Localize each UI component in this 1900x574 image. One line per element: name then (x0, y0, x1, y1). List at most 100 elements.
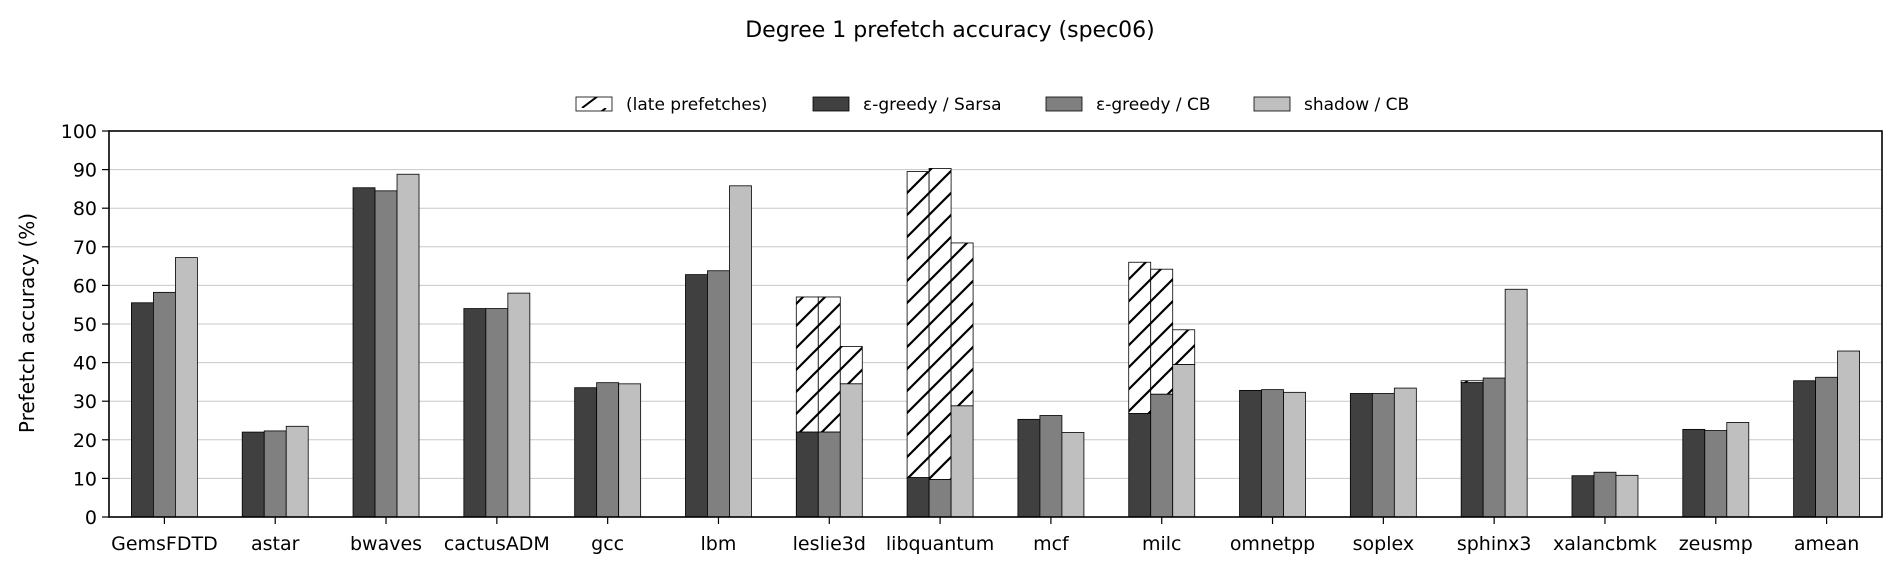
bar (153, 291, 176, 518)
bar (1349, 393, 1373, 518)
x-tick-label: libquantum (886, 533, 994, 555)
bar-late-prefetch (839, 345, 863, 385)
bar (1150, 393, 1174, 518)
bar (685, 274, 708, 518)
bar (463, 308, 487, 518)
x-tick-label: sphinx3 (1457, 533, 1532, 555)
bar (574, 387, 598, 518)
y-axis-label: Prefetch accuracy (%) (15, 213, 39, 433)
bar (1837, 350, 1860, 518)
bar-late-prefetch (817, 296, 841, 433)
x-tick-label: cactusADM (444, 533, 550, 555)
bar (1061, 432, 1085, 518)
y-tick-label: 20 (73, 430, 97, 452)
x-tick-label: astar (251, 533, 300, 555)
bar (1504, 288, 1528, 518)
bar-late-prefetch (1150, 268, 1174, 395)
bar-late-prefetch (1128, 261, 1152, 414)
bar (175, 257, 198, 518)
bar (374, 190, 398, 518)
y-tick-label: 50 (73, 314, 97, 336)
bar (928, 479, 952, 518)
legend-label-egreedy-cb: ε-greedy / CB (1096, 95, 1211, 115)
bar (618, 383, 642, 518)
x-tick-label: leslie3d (793, 533, 866, 555)
bar (1682, 428, 1706, 518)
x-tick-label: lbm (701, 533, 737, 555)
x-tick-label: mcf (1033, 533, 1070, 555)
bar (795, 431, 819, 518)
y-tick-label: 60 (73, 275, 97, 297)
y-tick-label: 80 (73, 198, 97, 220)
x-tick-label: bwaves (350, 533, 422, 555)
bar (1793, 380, 1816, 518)
bar (839, 383, 863, 518)
chart-title: Degree 1 prefetch accuracy (spec06) (745, 18, 1155, 43)
bar (396, 173, 420, 518)
legend-swatch-shadow-cb (1253, 96, 1291, 112)
bar (906, 477, 930, 518)
bar (707, 270, 730, 518)
y-tick-label: 100 (61, 121, 97, 143)
bar (1261, 389, 1284, 518)
x-tick-label: milc (1142, 533, 1182, 555)
x-tick-label: gcc (591, 533, 624, 555)
y-tick-label: 70 (73, 237, 97, 259)
bar (263, 430, 287, 518)
x-tick-label: omnetpp (1230, 533, 1315, 555)
legend-label-shadow-cb: shadow / CB (1304, 95, 1409, 115)
x-tick-label: GemsFDTD (111, 533, 218, 555)
y-tick-label: 40 (73, 353, 97, 375)
x-tick-label: soplex (1353, 533, 1414, 555)
bar-late-prefetch (950, 242, 974, 407)
bar (1704, 430, 1728, 518)
y-tick-label: 30 (73, 391, 97, 413)
bar (1371, 393, 1395, 518)
bar (485, 308, 509, 518)
y-tick-label: 90 (73, 160, 97, 182)
axes: 0 10 20 30 40 50 60 70 80 90 100 GemsFDTD astar bwave… (61, 121, 1883, 555)
bar (1726, 422, 1750, 518)
legend-swatch-egreedy-cb (1045, 96, 1083, 112)
bar (596, 382, 620, 518)
bar (241, 431, 265, 518)
bar (1128, 413, 1152, 518)
bar (1017, 418, 1041, 518)
legend-label-sarsa: ε-greedy / Sarsa (863, 95, 1002, 115)
bar-late-prefetch (795, 296, 819, 433)
bar-late-prefetch (928, 168, 952, 480)
bar (950, 405, 974, 518)
legend: (late prefetches) ε-greedy / Sarsa ε-gre… (575, 95, 1409, 115)
x-tick-label: xalancbmk (1553, 533, 1657, 555)
legend-swatch-sarsa (812, 96, 850, 112)
bar (352, 187, 376, 518)
bar (1482, 377, 1506, 518)
bar (817, 431, 841, 518)
bar (1571, 475, 1595, 518)
legend-swatch-late (575, 96, 613, 112)
bar (1239, 389, 1262, 518)
bar (1593, 471, 1617, 518)
bar (1283, 391, 1306, 518)
bar (1393, 387, 1417, 518)
legend-label-late: (late prefetches) (626, 95, 767, 115)
y-tick-label: 10 (73, 468, 97, 490)
bar (1039, 415, 1063, 518)
bar (1172, 364, 1196, 518)
bar-late-prefetch (906, 171, 930, 479)
x-tick-label: amean (1794, 533, 1860, 555)
bar (131, 302, 154, 518)
bar (1815, 376, 1838, 518)
bar (285, 425, 309, 518)
bar-late-prefetch (1172, 329, 1196, 365)
y-tick-label: 0 (85, 507, 97, 529)
plot-frame (108, 130, 1883, 518)
bars (131, 168, 1860, 518)
x-tick-label: zeusmp (1679, 533, 1753, 555)
bar (507, 292, 531, 518)
bar (1460, 382, 1484, 518)
bar (1615, 474, 1639, 518)
bar (729, 185, 752, 518)
